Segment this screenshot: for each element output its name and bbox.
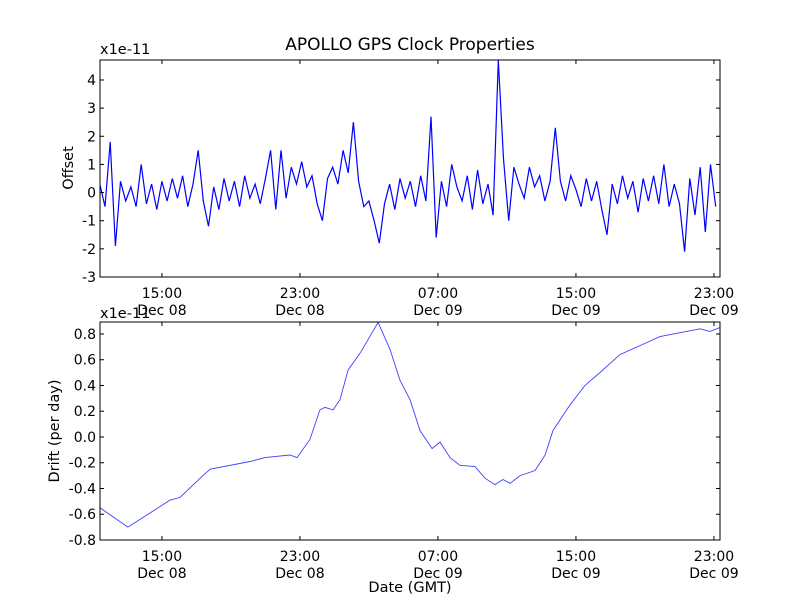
offset-xtick-date-label: Dec 08	[275, 303, 324, 319]
drift-xtick-date-label: Dec 09	[689, 566, 738, 582]
offset-xtick-time-label: 15:00	[142, 286, 182, 302]
drift-axes: x1e-11 Drift (per day) Date (GMT) -0.8 -0…	[47, 306, 739, 596]
drift-plot-frame	[99, 321, 721, 541]
drift-multiplier-label: x1e-11	[100, 306, 150, 322]
offset-ytick-label: 2	[87, 129, 96, 145]
drift-xtick-date-label: Dec 08	[275, 566, 324, 582]
drift-series-line	[100, 322, 720, 528]
offset-xtick-date-label: Dec 08	[137, 303, 186, 319]
drift-xtick-time-label: 15:00	[556, 549, 596, 565]
offset-xtick-time-label: 23:00	[694, 286, 734, 302]
offset-ylabel: Offset	[61, 146, 77, 190]
drift-ytick-label: 0.2	[74, 404, 96, 420]
offset-series-line	[100, 60, 717, 252]
drift-ytick-label: 0.4	[74, 378, 96, 394]
offset-xtick-time-label: 23:00	[280, 286, 320, 302]
offset-plot-frame	[99, 59, 721, 278]
drift-ytick-label: -0.6	[69, 507, 96, 523]
chart-title: APOLLO GPS Clock Properties	[285, 35, 535, 55]
offset-ytick-label: 3	[87, 101, 96, 117]
drift-xlabel: Date (GMT)	[368, 580, 451, 596]
offset-ytick-label: 4	[87, 73, 96, 89]
drift-xtick-time-label: 23:00	[694, 549, 734, 565]
drift-ytick-label: 0.8	[74, 327, 96, 343]
offset-ytick-label: -2	[82, 242, 96, 258]
drift-xtick-date-label: Dec 08	[137, 566, 186, 582]
drift-ytick-label: 0.6	[74, 353, 96, 369]
offset-xtick-date-label: Dec 09	[689, 303, 738, 319]
offset-xtick-time-label: 15:00	[556, 286, 596, 302]
offset-multiplier-label: x1e-11	[100, 42, 150, 58]
drift-ytick-label: -0.8	[69, 533, 96, 549]
drift-xtick-time-label: 07:00	[418, 549, 458, 565]
drift-ytick-label: -0.2	[69, 456, 96, 472]
drift-xtick-time-label: 15:00	[142, 549, 182, 565]
drift-xtick-date-label: Dec 09	[413, 566, 462, 582]
offset-ytick-label: -3	[82, 270, 96, 286]
offset-ytick-label: -1	[82, 214, 96, 230]
offset-xtick-time-label: 07:00	[418, 286, 458, 302]
offset-xtick-date-label: Dec 09	[413, 303, 462, 319]
offset-ytick-label: 0	[87, 186, 96, 202]
drift-xtick-date-label: Dec 09	[551, 566, 600, 582]
drift-xtick-time-label: 23:00	[280, 549, 320, 565]
offset-xtick-date-label: Dec 09	[551, 303, 600, 319]
drift-ylabel: Drift (per day)	[47, 380, 63, 483]
offset-ytick-label: 1	[87, 157, 96, 173]
drift-ytick-label: 0.0	[74, 430, 96, 446]
drift-ytick-label: -0.4	[69, 481, 96, 497]
